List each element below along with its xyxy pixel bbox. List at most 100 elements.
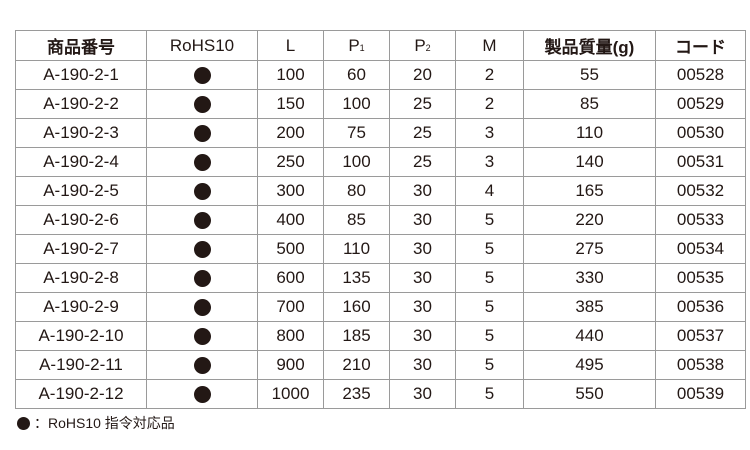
rohs-cell xyxy=(146,118,258,148)
column-header: 製品質量(g) xyxy=(523,30,656,61)
column-header: コード xyxy=(655,30,746,61)
table-cell: 100 xyxy=(323,89,390,119)
column-header: P2 xyxy=(389,30,456,61)
filled-circle-icon xyxy=(193,357,211,375)
table-cell: A-190-2-2 xyxy=(15,89,147,119)
column-header: M xyxy=(455,30,524,61)
column-subscript: 2 xyxy=(425,42,431,53)
rohs-cell xyxy=(146,89,258,119)
table-cell: 3 xyxy=(455,118,524,148)
table-cell: 25 xyxy=(389,147,456,177)
table-cell: 5 xyxy=(455,350,524,380)
table-row: A-190-2-3 200 75 25 3 110 00530 xyxy=(15,118,746,148)
table-cell: 495 xyxy=(523,350,656,380)
table-cell: 25 xyxy=(389,89,456,119)
column-label: M xyxy=(482,35,497,55)
product-spec-table: 商品番号 RoHS10 L P1 P2 M 製品質量(g) コード A-190-2-1 100 6… xyxy=(15,30,746,409)
table-cell: 30 xyxy=(389,263,456,293)
table-cell: 5 xyxy=(455,263,524,293)
table-row: A-190-2-5 300 80 30 4 165 00532 xyxy=(15,176,746,206)
table-cell: 85 xyxy=(323,205,390,235)
table-cell: 80 xyxy=(323,176,390,206)
table-cell: 00528 xyxy=(655,60,746,90)
table-cell: 60 xyxy=(323,60,390,90)
filled-circle-icon xyxy=(193,154,211,172)
table-row: A-190-2-9 700 160 30 5 385 00536 xyxy=(15,292,746,322)
table-cell: 160 xyxy=(323,292,390,322)
table-cell: 00532 xyxy=(655,176,746,206)
column-subscript: 1 xyxy=(359,42,365,53)
table-cell: A-190-2-4 xyxy=(15,147,147,177)
filled-circle-icon xyxy=(193,125,211,143)
table-row: A-190-2-2 150 100 25 2 85 00529 xyxy=(15,89,746,119)
table-cell: 00534 xyxy=(655,234,746,264)
table-cell: 900 xyxy=(257,350,324,380)
table-cell: 110 xyxy=(323,234,390,264)
rohs-cell xyxy=(146,147,258,177)
table-cell: 140 xyxy=(523,147,656,177)
table-cell: 5 xyxy=(455,379,524,409)
filled-circle-icon xyxy=(17,416,30,430)
table-cell: 30 xyxy=(389,350,456,380)
rohs-cell xyxy=(146,321,258,351)
table-cell: 30 xyxy=(389,234,456,264)
table-cell: A-190-2-3 xyxy=(15,118,147,148)
column-header: RoHS10 xyxy=(146,30,258,61)
table-cell: 385 xyxy=(523,292,656,322)
table-cell: 5 xyxy=(455,205,524,235)
table-cell: 235 xyxy=(323,379,390,409)
table-cell: 100 xyxy=(323,147,390,177)
table-cell: 185 xyxy=(323,321,390,351)
table-cell: 00538 xyxy=(655,350,746,380)
table-cell: 200 xyxy=(257,118,324,148)
table-cell: 30 xyxy=(389,205,456,235)
table-cell: 600 xyxy=(257,263,324,293)
table-cell: 330 xyxy=(523,263,656,293)
column-header: 商品番号 xyxy=(15,30,147,61)
table-row: A-190-2-12 1000 235 30 5 550 00539 xyxy=(15,379,746,409)
table-cell: 400 xyxy=(257,205,324,235)
table-cell: 700 xyxy=(257,292,324,322)
table-cell: 75 xyxy=(323,118,390,148)
table-row: A-190-2-6 400 85 30 5 220 00533 xyxy=(15,205,746,235)
table-cell: 440 xyxy=(523,321,656,351)
table-cell: 275 xyxy=(523,234,656,264)
table-cell: 00531 xyxy=(655,147,746,177)
table-cell: 5 xyxy=(455,234,524,264)
table-cell: A-190-2-10 xyxy=(15,321,147,351)
rohs-cell xyxy=(146,292,258,322)
filled-circle-icon xyxy=(193,299,211,317)
table-cell: 20 xyxy=(389,60,456,90)
rohs-cell xyxy=(146,379,258,409)
table-cell: A-190-2-9 xyxy=(15,292,147,322)
table-cell: 00539 xyxy=(655,379,746,409)
table-cell: 2 xyxy=(455,60,524,90)
table-cell: 800 xyxy=(257,321,324,351)
table-cell: 3 xyxy=(455,147,524,177)
rohs-cell xyxy=(146,60,258,90)
table-row: A-190-2-1 100 60 20 2 55 00528 xyxy=(15,60,746,90)
column-label: RoHS10 xyxy=(169,35,235,55)
table-cell: 00529 xyxy=(655,89,746,119)
table-cell: 00536 xyxy=(655,292,746,322)
column-label: P xyxy=(414,35,426,55)
column-label: 製品質量(g) xyxy=(544,38,635,57)
table-cell: 150 xyxy=(257,89,324,119)
table-cell: 25 xyxy=(389,118,456,148)
filled-circle-icon xyxy=(193,183,211,201)
table-cell: 2 xyxy=(455,89,524,119)
table-cell: 00535 xyxy=(655,263,746,293)
column-label: P xyxy=(348,35,360,55)
column-label: 商品番号 xyxy=(47,38,115,57)
filled-circle-icon xyxy=(193,67,211,85)
table-cell: A-190-2-5 xyxy=(15,176,147,206)
table-cell: 135 xyxy=(323,263,390,293)
column-label: L xyxy=(285,35,296,55)
rohs-cell xyxy=(146,176,258,206)
table-cell: 500 xyxy=(257,234,324,264)
note-text: ：RoHS10 指令対応品 xyxy=(34,415,175,431)
rohs-cell xyxy=(146,205,258,235)
filled-circle-icon xyxy=(193,386,211,404)
table-cell: 550 xyxy=(523,379,656,409)
table-cell: A-190-2-6 xyxy=(15,205,147,235)
